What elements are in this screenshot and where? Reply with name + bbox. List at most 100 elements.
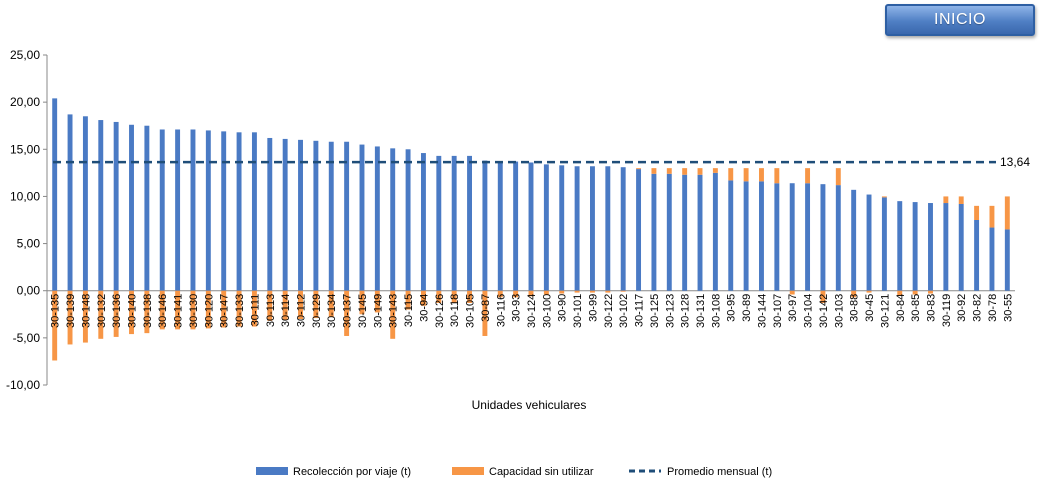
bar-capacidad	[651, 168, 657, 174]
bar-capacidad	[282, 290, 288, 320]
category-label: 30-134	[326, 294, 338, 328]
bar-recoleccion	[513, 161, 519, 291]
category-label: 30-87	[480, 294, 492, 322]
inicio-button-label: INICIO	[934, 11, 986, 28]
bar-capacidad	[298, 290, 303, 319]
category-label: 30-104	[803, 294, 815, 328]
category-label: 30-45	[864, 294, 876, 322]
bar-recoleccion	[282, 138, 288, 291]
category-label: 30-141	[173, 294, 185, 328]
bar-capacidad	[851, 290, 857, 298]
bar-recoleccion	[636, 169, 642, 291]
bar-capacidad	[528, 290, 534, 297]
category-label: 30-97	[787, 294, 799, 322]
y-tick-label: 10,00	[10, 189, 40, 203]
bar-capacidad	[774, 168, 780, 184]
category-label: 30-136	[111, 294, 123, 328]
category-label: 30-118	[449, 294, 461, 327]
bar-capacidad	[159, 290, 165, 330]
category-label: 30-92	[956, 294, 968, 322]
inicio-button[interactable]: INICIO	[885, 4, 1035, 36]
bar-recoleccion	[774, 183, 780, 291]
bar-capacidad	[467, 290, 472, 303]
category-label: 30-142	[818, 294, 830, 328]
category-label: 30-102	[618, 294, 630, 328]
bar-capacidad	[820, 290, 826, 303]
category-label: 30-101	[572, 294, 584, 328]
category-label: 30-55	[1002, 294, 1014, 322]
category-label: 30-130	[188, 294, 200, 328]
category-label: 30-146	[157, 294, 169, 328]
x-axis-title: Unidades vehiculares	[472, 398, 587, 412]
bar-recoleccion	[436, 155, 442, 291]
bar-recoleccion	[590, 166, 595, 291]
bar-recoleccion	[298, 139, 303, 291]
bar-recoleccion	[743, 181, 749, 291]
y-tick-label: 20,00	[10, 95, 40, 109]
bar-recoleccion	[251, 132, 257, 291]
bar-capacidad	[697, 168, 703, 175]
category-label: 30-107	[772, 294, 784, 328]
bar-recoleccion	[405, 149, 411, 291]
category-label: 30-126	[434, 294, 446, 328]
category-label: 30-147	[219, 294, 231, 328]
bar-recoleccion	[528, 162, 534, 291]
bar-recoleccion	[1004, 229, 1010, 291]
bar-recoleccion	[190, 129, 196, 291]
bars-layer	[52, 98, 1010, 361]
average-value-label: 13,64	[1000, 155, 1030, 169]
bar-capacidad	[374, 290, 380, 313]
category-label: 30-89	[741, 294, 753, 322]
category-label: 30-137	[342, 294, 354, 328]
bar-capacidad	[390, 290, 396, 339]
bar-capacidad	[98, 290, 104, 339]
bar-recoleccion	[113, 121, 119, 291]
axes-layer: -10,00 -5,00 0,00 5,00 10,00 15,00 20,00 25,00	[6, 48, 1015, 392]
bar-recoleccion	[175, 129, 181, 291]
bar-capacidad	[912, 290, 918, 295]
category-label: 30-100	[541, 294, 553, 328]
category-label: 30-84	[895, 294, 907, 322]
category-label: 30-125	[649, 294, 661, 328]
bar-capacidad	[344, 290, 350, 336]
category-label: 30-78	[987, 294, 999, 322]
category-label: 30-139	[65, 294, 77, 328]
bar-capacidad	[974, 205, 980, 220]
bar-capacidad	[881, 196, 887, 198]
bar-recoleccion	[144, 125, 150, 291]
bar-capacidad	[543, 290, 549, 295]
category-label: 30-138	[142, 294, 154, 328]
bar-recoleccion	[482, 160, 488, 291]
bar-recoleccion	[543, 164, 549, 291]
bar-recoleccion	[374, 146, 380, 291]
bar-capacidad	[897, 290, 903, 296]
bar-recoleccion	[221, 131, 227, 291]
bar-recoleccion	[620, 167, 626, 291]
bar-recoleccion	[666, 173, 672, 291]
category-label: 30-140	[127, 294, 139, 328]
category-label: 30-117	[634, 294, 646, 327]
category-label: 30-121	[879, 294, 891, 328]
bar-recoleccion	[712, 172, 718, 291]
category-label: 30-108	[710, 294, 722, 328]
bar-recoleccion	[881, 197, 887, 291]
category-label: 30-95	[726, 294, 738, 322]
bar-capacidad	[574, 290, 580, 293]
category-label: 30-103	[833, 294, 845, 328]
category-label: 30-119	[941, 294, 953, 327]
legend-swatch-recoleccion	[256, 467, 288, 475]
bar-recoleccion	[236, 132, 242, 291]
bar-recoleccion	[390, 148, 396, 291]
bar-capacidad	[620, 290, 626, 292]
bar-recoleccion	[82, 116, 88, 291]
bar-capacidad	[221, 290, 227, 328]
bar-recoleccion	[682, 174, 688, 291]
category-label: 30-145	[357, 294, 369, 328]
category-label: 30-82	[972, 294, 984, 322]
bar-recoleccion	[928, 203, 933, 291]
bar-recoleccion	[129, 124, 134, 291]
bar-capacidad	[636, 168, 642, 170]
category-label: 30-115	[403, 294, 415, 327]
bar-recoleccion	[205, 130, 211, 291]
